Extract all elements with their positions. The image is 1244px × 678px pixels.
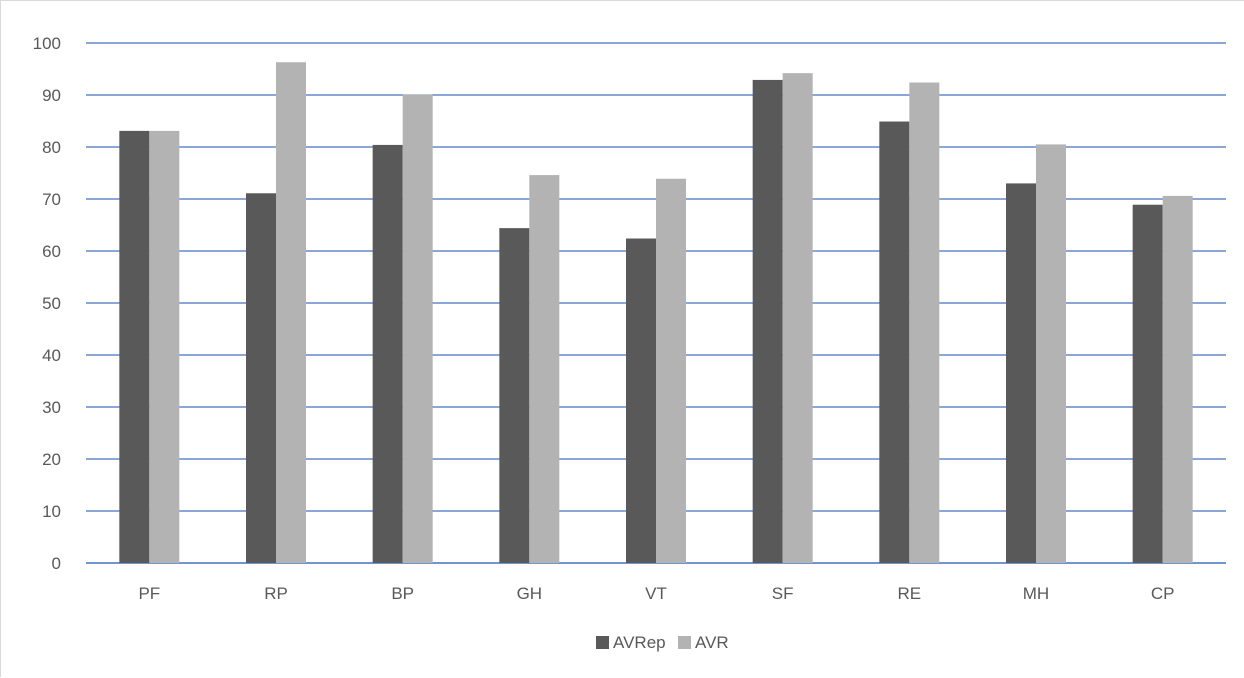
bar-avr-rp <box>276 62 306 564</box>
y-tick-label: 100 <box>33 34 61 53</box>
bar-avrep-vt <box>626 238 656 563</box>
x-axis-ticks: PF RP BP GH VT SF RE MH CP <box>138 584 1174 603</box>
bar-avr-vt <box>656 178 686 563</box>
y-tick-label: 30 <box>42 398 61 417</box>
bar-avrep-mh <box>1006 183 1036 563</box>
x-tick-label: GH <box>517 584 543 603</box>
legend-swatch-avrep <box>596 636 609 649</box>
bar-avrep-gh <box>499 228 530 563</box>
bars <box>119 62 1193 564</box>
y-tick-label: 60 <box>42 242 61 261</box>
bar-avr-mh <box>1036 144 1066 563</box>
legend-label: AVR <box>695 633 729 652</box>
bar-avrep-re <box>879 121 910 564</box>
y-axis-ticks: 0 10 20 30 40 50 60 70 80 90 100 <box>33 34 61 573</box>
y-tick-label: 70 <box>42 190 61 209</box>
legend: AVRep AVR <box>596 633 729 652</box>
x-tick-label: CP <box>1151 584 1175 603</box>
bar-avr-re <box>909 82 940 564</box>
bar-avr-sf <box>782 73 813 563</box>
bar-avr-pf <box>149 130 180 563</box>
x-tick-label: SF <box>772 584 794 603</box>
x-tick-label: RE <box>898 584 922 603</box>
x-tick-label: RP <box>264 584 288 603</box>
x-tick-label: PF <box>138 584 160 603</box>
y-tick-label: 90 <box>42 86 61 105</box>
x-tick-label: MH <box>1023 584 1049 603</box>
y-tick-label: 20 <box>42 450 61 469</box>
y-tick-label: 40 <box>42 346 61 365</box>
y-tick-label: 80 <box>42 138 61 157</box>
legend-swatch-avr <box>678 636 691 649</box>
bar-avrep-bp <box>372 144 403 564</box>
bar-avrep-rp <box>246 193 276 563</box>
x-tick-label: BP <box>391 584 414 603</box>
legend-label: AVRep <box>613 633 666 652</box>
bar-avr-bp <box>402 94 433 563</box>
x-tick-label: VT <box>645 584 667 603</box>
bar-avr-cp <box>1162 195 1193 563</box>
y-tick-label: 0 <box>52 554 61 573</box>
bar-avrep-pf <box>119 130 150 563</box>
y-tick-label: 10 <box>42 502 61 521</box>
bar-avrep-sf <box>752 79 783 564</box>
bar-avrep-cp <box>1132 204 1163 563</box>
bar-avr-gh <box>529 175 560 563</box>
y-tick-label: 50 <box>42 294 61 313</box>
